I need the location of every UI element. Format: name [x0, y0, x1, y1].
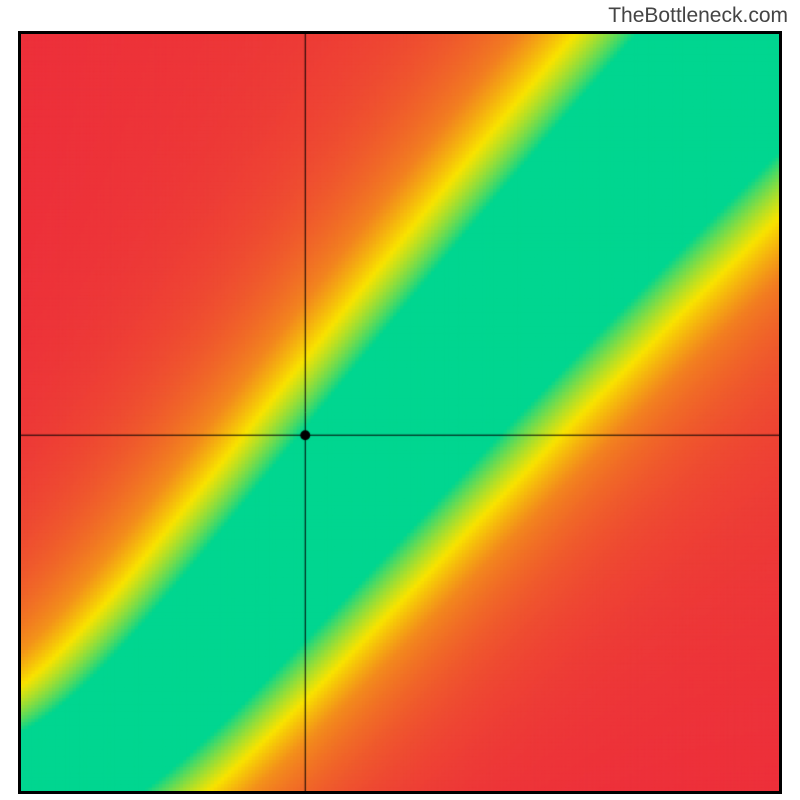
heatmap-canvas — [21, 34, 779, 791]
chart-border — [18, 31, 782, 794]
watermark-text: TheBottleneck.com — [608, 4, 788, 28]
figure-wrapper: TheBottleneck.com — [0, 0, 800, 800]
